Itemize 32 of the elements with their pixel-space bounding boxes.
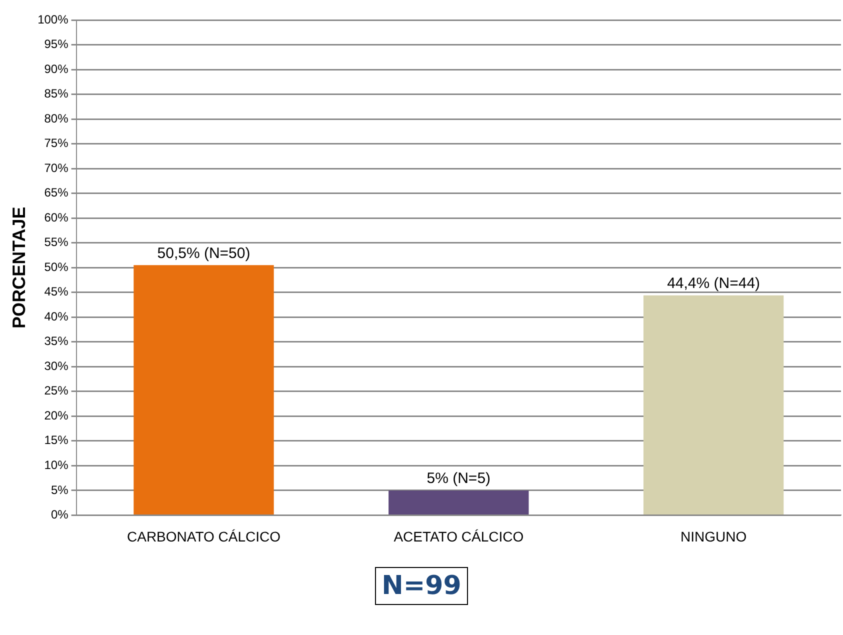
x-tick-label: NINGUNO xyxy=(680,528,747,544)
y-tick-label: 35% xyxy=(44,334,69,348)
y-tick-label: 30% xyxy=(44,358,69,373)
x-tick-label: ACETATO CÁLCICO xyxy=(394,528,524,544)
data-label: 44,4% (N=44) xyxy=(667,274,760,292)
y-tick-label: 50% xyxy=(44,260,69,274)
y-tick-label: 20% xyxy=(44,408,69,422)
y-tick-label: 100% xyxy=(38,12,69,26)
y-tick-label: 65% xyxy=(44,186,69,200)
y-tick-label: 80% xyxy=(44,111,69,126)
data-label: 50,5% (N=50) xyxy=(157,244,250,262)
y-tick-label: 75% xyxy=(44,136,69,150)
y-tick-label: 45% xyxy=(44,284,69,299)
y-tick-label: 70% xyxy=(44,160,69,175)
y-tick-label: 85% xyxy=(44,86,69,101)
y-tick-label: 5% xyxy=(50,482,69,497)
data-label: 5% (N=5) xyxy=(426,470,491,488)
bar xyxy=(388,490,529,514)
y-tick-label: 40% xyxy=(44,309,69,324)
text: N=99 xyxy=(374,567,468,605)
y-tick-label: 25% xyxy=(44,384,69,398)
bar xyxy=(643,295,784,514)
y-tick-label: 0% xyxy=(50,508,69,522)
x-tick-label: CARBONATO CÁLCICO xyxy=(126,528,281,544)
bar xyxy=(134,265,274,514)
y-axis-title: PORCENTAJE xyxy=(8,206,29,328)
y-tick-label: 60% xyxy=(44,210,69,224)
y-tick-label: 15% xyxy=(44,433,69,448)
y-tick-label: 90% xyxy=(44,62,69,76)
y-tick-label: 95% xyxy=(44,37,69,52)
y-tick-label: 10% xyxy=(44,458,69,472)
y-tick-label: 55% xyxy=(44,235,69,250)
